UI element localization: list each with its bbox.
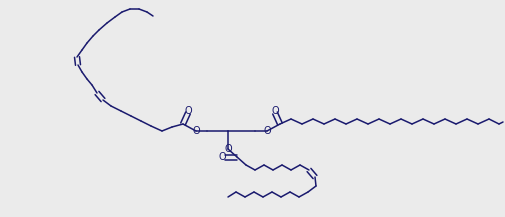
Text: O: O (184, 106, 192, 116)
Text: O: O (263, 126, 271, 136)
Text: O: O (271, 106, 279, 116)
Text: O: O (192, 126, 200, 136)
Text: O: O (218, 152, 226, 162)
Text: O: O (224, 144, 232, 154)
